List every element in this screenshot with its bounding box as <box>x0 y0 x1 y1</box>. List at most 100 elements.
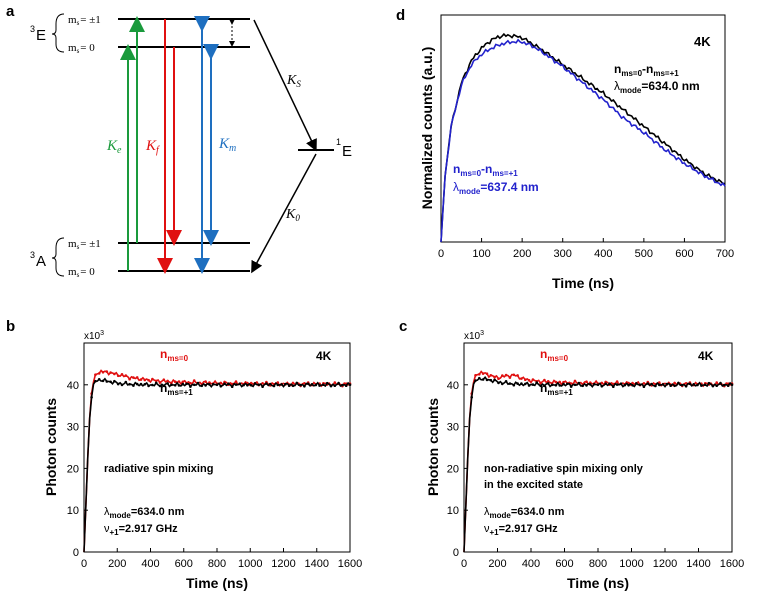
x-tick-label: 400 <box>141 558 159 570</box>
x-tick-label: 700 <box>716 248 734 260</box>
series-point-1 <box>604 382 607 386</box>
temp-label-c: 4K <box>698 349 714 363</box>
lambda-b: λmode=634.0 nm <box>104 506 185 520</box>
series-point-1 <box>344 384 348 388</box>
series-point-1 <box>287 384 291 388</box>
series-point-1 <box>723 383 726 387</box>
series-point-1 <box>173 384 177 387</box>
panel-label-c: c <box>399 318 407 335</box>
x-tick-label: 800 <box>208 558 226 570</box>
series-point-1 <box>546 382 550 385</box>
e-brace <box>51 13 65 53</box>
series-point-1 <box>638 383 642 387</box>
y-tick-label: 30 <box>447 422 459 434</box>
series-point-1 <box>325 381 329 385</box>
e-term-superscript: 3 <box>30 24 35 34</box>
series-point-1 <box>253 382 257 385</box>
series-point-1 <box>242 383 245 387</box>
x-tick-label: 0 <box>81 558 87 570</box>
series-point-0 <box>569 382 573 385</box>
series-point-1 <box>677 381 680 385</box>
note-b: radiative spin mixing <box>104 463 213 475</box>
series-point-1 <box>280 383 283 386</box>
series-point-1 <box>261 385 264 389</box>
ticks-c: 0 200 400 600 800 1000 1200 1400 1600 0 10 20 30 40 <box>447 380 744 570</box>
e-term-label: E <box>36 27 46 44</box>
series-point-0 <box>527 379 531 382</box>
series-point-1 <box>627 384 630 387</box>
series-point-1 <box>234 383 238 386</box>
series-point-0 <box>642 382 646 385</box>
series-line-0 <box>440 32 726 243</box>
series-point-1 <box>711 384 715 388</box>
ms-label-e-pm1: ms= ±1 <box>68 14 101 27</box>
series-point-0 <box>154 379 158 383</box>
series-point-1 <box>189 385 192 388</box>
series-point-1 <box>105 380 109 383</box>
series-point-0 <box>615 380 619 383</box>
x-tick-label: 800 <box>589 558 607 570</box>
series-point-1 <box>128 382 131 386</box>
y-tick-label: 40 <box>447 380 459 392</box>
x-tick-label: 600 <box>555 558 573 570</box>
series-point-1 <box>101 379 105 383</box>
series-point-0 <box>585 380 588 384</box>
series-point-0 <box>192 379 196 382</box>
series-point-0 <box>109 371 112 374</box>
plot-frame-c <box>463 342 733 553</box>
series-point-1 <box>162 384 166 388</box>
series-point-1 <box>600 385 604 388</box>
x-tick-label: 1200 <box>653 558 677 570</box>
series-point-0 <box>177 380 181 383</box>
series-point-1 <box>726 384 730 388</box>
series-point-1 <box>703 383 707 387</box>
series-point-0 <box>573 379 577 383</box>
rate-kf-label: Kf <box>145 138 160 156</box>
series-point-1 <box>550 383 554 387</box>
x-tick-label: 600 <box>175 558 193 570</box>
series-point-1 <box>238 382 242 386</box>
series-point-1 <box>573 383 577 387</box>
series-point-0 <box>208 381 211 384</box>
series-point-1 <box>478 376 481 380</box>
series-point-1 <box>143 383 147 386</box>
series-point-1 <box>520 382 523 385</box>
y-tick-label: 20 <box>67 463 79 475</box>
legend-black-c: nms=+1 <box>540 381 573 397</box>
series-point-1 <box>631 384 634 387</box>
series-point-1 <box>329 384 333 388</box>
x-tick-label: 1000 <box>238 558 262 570</box>
x-axis-label-c: Time (ns) <box>567 575 629 591</box>
series-point-1 <box>268 382 272 386</box>
series-point-1 <box>497 381 500 385</box>
series-point-1 <box>581 384 584 388</box>
series-point-0 <box>162 378 166 382</box>
series-point-0 <box>481 372 485 375</box>
series-point-0 <box>97 372 101 375</box>
x-tick-label: 1400 <box>686 558 710 570</box>
series-point-1 <box>531 383 535 386</box>
series-point-1 <box>592 382 596 386</box>
x-tick-label: 300 <box>554 248 572 260</box>
panel-a: a 3 E ms= ±1 ms= 0 3 A ms= ±1 ms= 0 1 E … <box>6 3 352 279</box>
series-point-0 <box>474 374 477 377</box>
series-point-0 <box>485 372 489 376</box>
series-point-1 <box>485 378 489 382</box>
y-tick-label: 30 <box>67 422 79 434</box>
x-tick-label: 400 <box>594 248 612 260</box>
series-point-1 <box>577 381 581 385</box>
series-point-1 <box>654 384 657 388</box>
x-tick-label: 400 <box>522 558 540 570</box>
temp-label-b: 4K <box>316 349 332 363</box>
series-point-1 <box>295 381 299 385</box>
series-point-1 <box>272 384 276 388</box>
series-point-0 <box>516 374 519 377</box>
series-point-0 <box>261 382 264 385</box>
series-point-0 <box>715 381 718 384</box>
series-point-0 <box>631 381 634 385</box>
series-point-1 <box>200 384 204 388</box>
series-point-0 <box>105 370 109 373</box>
series-point-1 <box>139 382 143 386</box>
rate-ke-label: Ke <box>106 138 122 156</box>
series-point-1 <box>692 383 695 386</box>
